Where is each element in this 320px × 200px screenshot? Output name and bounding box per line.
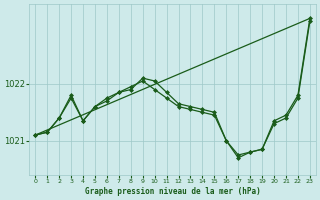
X-axis label: Graphe pression niveau de la mer (hPa): Graphe pression niveau de la mer (hPa) bbox=[85, 187, 260, 196]
